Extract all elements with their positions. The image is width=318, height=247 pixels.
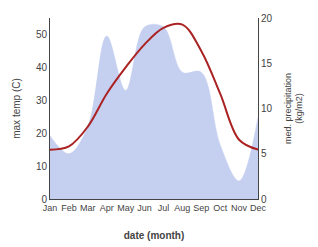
- svg-text:Jan: Jan: [43, 203, 58, 213]
- svg-text:15: 15: [261, 58, 273, 69]
- svg-text:May: May: [117, 203, 135, 213]
- svg-text:30: 30: [36, 95, 48, 106]
- svg-text:Mar: Mar: [80, 203, 96, 213]
- svg-text:40: 40: [36, 62, 48, 73]
- svg-text:date (month): date (month): [124, 230, 185, 241]
- svg-text:50: 50: [36, 29, 48, 40]
- svg-text:20: 20: [36, 128, 48, 139]
- svg-text:10: 10: [36, 161, 48, 172]
- svg-text:Jul: Jul: [158, 203, 170, 213]
- svg-text:med. precipitation(kg/m2): med. precipitation(kg/m2): [283, 73, 305, 144]
- svg-text:20: 20: [261, 13, 273, 24]
- svg-text:Jun: Jun: [137, 203, 152, 213]
- svg-text:Aug: Aug: [174, 203, 190, 213]
- svg-text:Sep: Sep: [193, 203, 209, 213]
- svg-text:0: 0: [41, 194, 47, 205]
- svg-text:Oct: Oct: [213, 203, 228, 213]
- svg-text:Feb: Feb: [61, 203, 77, 213]
- svg-text:5: 5: [261, 148, 267, 159]
- svg-text:Nov: Nov: [231, 203, 248, 213]
- svg-text:0: 0: [261, 194, 267, 205]
- svg-text:max temp (C): max temp (C): [11, 78, 22, 139]
- svg-text:Apr: Apr: [100, 203, 114, 213]
- svg-text:10: 10: [261, 103, 273, 114]
- svg-text:Dec: Dec: [250, 203, 267, 213]
